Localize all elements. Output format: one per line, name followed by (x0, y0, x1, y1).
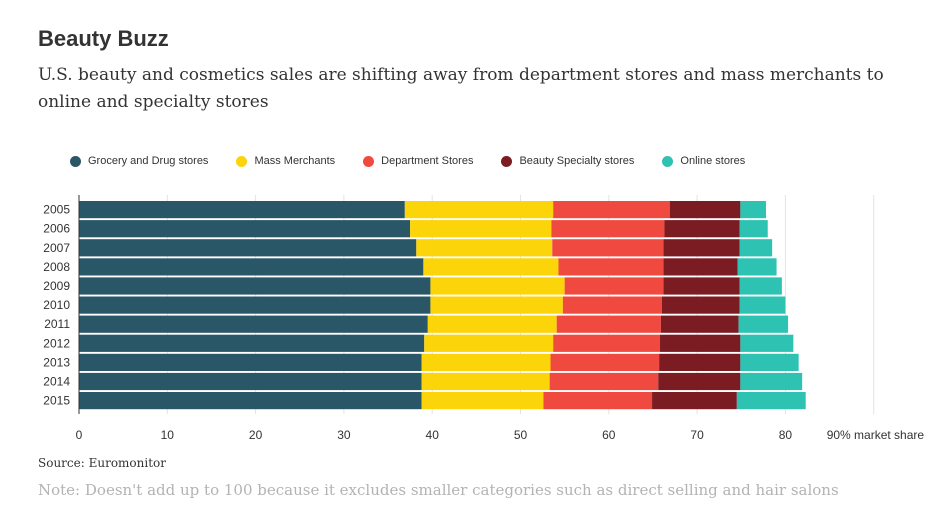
footnote: Note: Doesn't add up to 100 because it e… (38, 481, 839, 499)
bar-segment-beauty-specialty-stores-2006 (664, 220, 740, 238)
bar-segment-grocery-and-drug-stores-2013 (79, 353, 422, 371)
bar-segment-department-stores-2014 (549, 372, 659, 391)
legend-label: Mass Merchants (254, 155, 336, 167)
source-note: Source: Euromonitor (38, 456, 166, 470)
bar-segment-department-stores-2008 (558, 258, 664, 276)
bar-segment-department-stores-2009 (564, 277, 664, 295)
chart-subtitle: U.S. beauty and cosmetics sales are shif… (38, 65, 884, 112)
bar-segment-grocery-and-drug-stores-2009 (79, 277, 431, 295)
y-tick-label: 2006 (43, 222, 70, 236)
bar-segment-mass-merchants-2007 (416, 239, 553, 257)
legend-swatch (501, 155, 513, 167)
bar-segment-beauty-specialty-stores-2014 (658, 372, 741, 391)
legend-swatch (236, 155, 248, 167)
bar-segment-department-stores-2012 (553, 334, 661, 352)
x-tick-label: 50 (514, 428, 528, 442)
y-tick-label: 2012 (43, 336, 70, 350)
bar-segment-beauty-specialty-stores-2005 (669, 201, 741, 219)
bar-segment-department-stores-2006 (551, 220, 665, 238)
legend-swatch (662, 155, 674, 167)
legend-label: Beauty Specialty stores (519, 155, 635, 167)
bar-segment-beauty-specialty-stores-2013 (659, 353, 741, 371)
bar-segment-mass-merchants-2015 (421, 392, 544, 410)
bar-segment-beauty-specialty-stores-2008 (663, 258, 738, 276)
chart-title: Beauty Buzz (38, 26, 169, 51)
bar-segment-department-stores-2011 (556, 315, 661, 333)
bar-segment-online-stores-2010 (739, 296, 786, 314)
bar-segment-grocery-and-drug-stores-2014 (79, 372, 422, 391)
bar-segment-grocery-and-drug-stores-2007 (79, 239, 417, 257)
bar-segment-online-stores-2011 (738, 315, 789, 333)
bar-segment-grocery-and-drug-stores-2015 (79, 392, 422, 410)
x-tick-label: 20 (249, 428, 263, 442)
bar-segment-beauty-specialty-stores-2011 (660, 315, 739, 333)
bar-segment-online-stores-2005 (740, 201, 766, 219)
legend-label: Online stores (680, 155, 746, 167)
bar-segment-department-stores-2007 (552, 239, 664, 257)
legend-swatch (70, 155, 81, 167)
bar-segment-grocery-and-drug-stores-2012 (79, 334, 425, 352)
bar-segment-online-stores-2008 (737, 258, 777, 276)
bar-segment-online-stores-2006 (739, 220, 768, 238)
bar-segment-beauty-specialty-stores-2010 (661, 296, 740, 314)
bar-segment-mass-merchants-2005 (404, 201, 554, 219)
bar-segment-department-stores-2005 (553, 201, 670, 219)
bar-segment-mass-merchants-2008 (423, 258, 559, 276)
bar-segment-grocery-and-drug-stores-2006 (79, 220, 411, 238)
legend-item-grocery-and-drug-stores: Grocery and Drug stores (70, 155, 208, 167)
legend-item-department-stores: Department Stores (363, 155, 473, 167)
y-tick-label: 2014 (43, 375, 70, 389)
y-tick-label: 2015 (43, 394, 70, 408)
bar-segment-grocery-and-drug-stores-2011 (79, 315, 428, 333)
bar-segment-beauty-specialty-stores-2012 (660, 334, 741, 352)
bar-segment-department-stores-2013 (550, 353, 660, 371)
legend-item-mass-merchants: Mass Merchants (236, 155, 335, 167)
bar-segment-mass-merchants-2011 (427, 315, 557, 333)
bar-segment-grocery-and-drug-stores-2008 (79, 258, 424, 276)
x-tick-label: 30 (337, 428, 351, 442)
bar-segment-grocery-and-drug-stores-2010 (79, 296, 431, 314)
y-tick-label: 2009 (43, 279, 70, 293)
y-tick-label: 2010 (43, 298, 70, 312)
x-tick-label: 0 (76, 428, 83, 442)
y-tick-label: 2011 (44, 317, 70, 331)
y-tick-label: 2005 (43, 203, 70, 217)
bar-segment-online-stores-2009 (739, 277, 782, 295)
bar-segment-mass-merchants-2010 (430, 296, 563, 314)
bar-segment-beauty-specialty-stores-2009 (663, 277, 740, 295)
bar-segment-beauty-specialty-stores-2015 (652, 392, 737, 410)
bar-segment-online-stores-2012 (740, 334, 794, 352)
bar-segment-mass-merchants-2014 (421, 372, 550, 391)
x-tick-label: 60 (602, 428, 616, 442)
legend-swatch (363, 155, 375, 167)
legend-item-beauty-specialty-stores: Beauty Specialty stores (501, 155, 634, 167)
bar-segment-department-stores-2015 (543, 392, 653, 410)
x-tick-label: 90% market share (827, 428, 925, 442)
x-tick-label: 70 (690, 428, 704, 442)
x-tick-label: 40 (426, 428, 440, 442)
bar-segment-online-stores-2013 (740, 353, 799, 371)
bar-segment-online-stores-2014 (740, 372, 803, 391)
bar-segment-online-stores-2015 (736, 392, 806, 410)
bar-segment-online-stores-2007 (739, 239, 773, 257)
y-tick-label: 2013 (43, 355, 70, 369)
x-tick-label: 10 (161, 428, 175, 442)
chart-legend: Grocery and Drug stores Mass Merchants Dep… (70, 152, 773, 170)
bar-segment-grocery-and-drug-stores-2005 (79, 201, 405, 219)
legend-label: Grocery and Drug stores (88, 155, 209, 167)
bar-segment-mass-merchants-2009 (430, 277, 565, 295)
legend-label: Department Stores (381, 155, 474, 167)
bar-segment-department-stores-2010 (562, 296, 662, 314)
bar-segment-mass-merchants-2013 (421, 353, 551, 371)
y-tick-label: 2008 (43, 260, 70, 274)
legend-item-online-stores: Online stores (662, 155, 745, 167)
bar-segment-beauty-specialty-stores-2007 (663, 239, 740, 257)
bar-segment-mass-merchants-2006 (410, 220, 552, 238)
bar-segment-mass-merchants-2012 (424, 334, 554, 352)
y-tick-label: 2007 (43, 241, 70, 255)
x-tick-label: 80 (779, 428, 793, 442)
